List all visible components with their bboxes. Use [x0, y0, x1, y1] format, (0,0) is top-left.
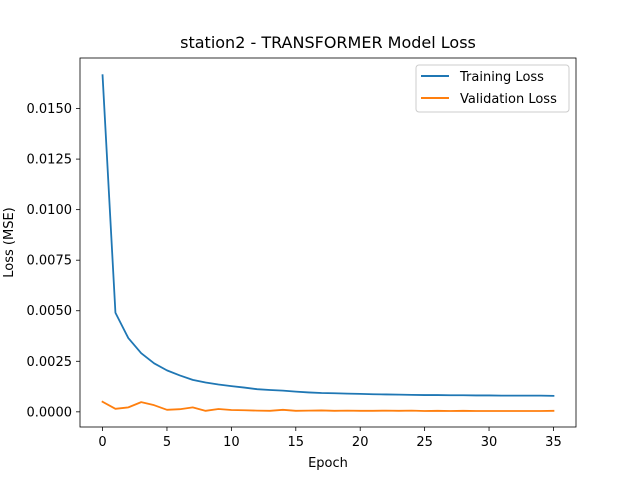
- series-line-validation: [101, 400, 555, 412]
- legend-box: [415, 64, 570, 113]
- y-tick-label: 0.0000: [27, 405, 73, 420]
- y-axis: 0.0000 0.0025 0.0050 0.0075 0.0100 0.0125 0.01…: [27, 102, 80, 420]
- y-tick-label: 0.0075: [27, 254, 73, 269]
- x-axis: 0 5 10 15 20 25 30 35: [98, 427, 562, 450]
- y-tick-label: 0.0150: [27, 102, 73, 117]
- axes-background: [80, 58, 576, 427]
- series-layer: [101, 74, 555, 412]
- chart-title: station2 - TRANSFORMER Model Loss: [180, 33, 476, 52]
- x-tick-label: 10: [223, 435, 240, 450]
- series-line-training: [101, 74, 555, 397]
- legend: Training Loss Validation Loss: [415, 64, 570, 113]
- y-axis-label: Loss (MSE): [2, 207, 17, 277]
- x-tick-label: 35: [545, 435, 562, 450]
- axes-frame: [79, 57, 577, 428]
- x-tick-label: 15: [288, 435, 305, 450]
- x-tick-label: 30: [481, 435, 498, 450]
- y-tick-label: 0.0025: [27, 355, 73, 370]
- x-tick-label: 25: [416, 435, 433, 450]
- y-tick-label: 0.0050: [27, 304, 73, 319]
- y-tick-label: 0.0125: [27, 153, 73, 168]
- x-tick-label: 20: [352, 435, 369, 450]
- x-tick-label: 0: [98, 435, 106, 450]
- x-axis-label: Epoch: [308, 456, 348, 471]
- y-tick-label: 0.0100: [27, 203, 73, 218]
- legend-label-validation: Validation Loss: [460, 92, 557, 107]
- x-tick-label: 5: [163, 435, 171, 450]
- plot-area: [79, 57, 577, 428]
- legend-label-training: Training Loss: [459, 70, 544, 85]
